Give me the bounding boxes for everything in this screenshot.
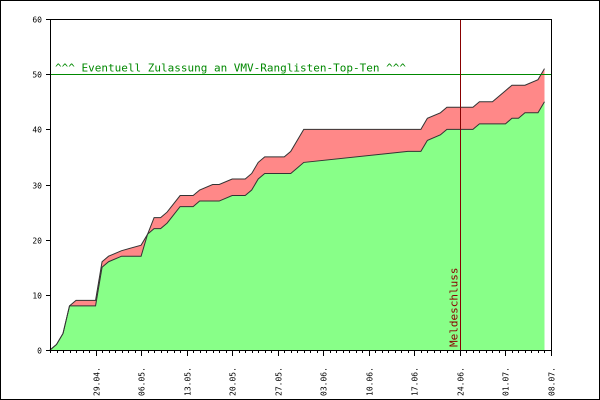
x-tick-label: 29.04. <box>93 367 102 396</box>
plot-frame <box>50 19 552 351</box>
x-tick-label: 06.05. <box>138 367 147 396</box>
marker-line-label: Meldeschluss <box>448 268 461 347</box>
reference-line-label: ^^^ Eventuell Zulassung an VMV-Rangliste… <box>55 62 406 75</box>
y-tick-label: 0 <box>37 347 42 356</box>
y-tick-label: 50 <box>32 71 42 80</box>
x-tick-label: 13.05. <box>184 367 193 396</box>
x-tick-label: 10.06. <box>366 367 375 396</box>
x-tick-label: 27.05. <box>275 367 284 396</box>
y-tick-label: 10 <box>32 292 42 301</box>
x-tick-label: 24.06. <box>457 367 466 396</box>
x-tick-label: 03.06. <box>320 367 329 396</box>
x-tick-label: 01.07. <box>502 367 511 396</box>
y-tick-label: 40 <box>32 126 42 135</box>
series-1-line <box>49 68 545 351</box>
x-tick-label: 17.06. <box>411 367 420 396</box>
x-tick-label: 08.07. <box>548 367 557 396</box>
series-0-area <box>50 101 545 350</box>
plot-area <box>49 68 545 351</box>
y-tick-label: 20 <box>32 237 42 246</box>
y-tick-label: 30 <box>32 182 42 191</box>
series-0-line <box>49 101 545 351</box>
x-tick-label: 20.05. <box>229 367 238 396</box>
y-tick-label: 60 <box>32 16 42 25</box>
axes: 0 10 20 30 40 50 60 29.04. 06.05. 13.05. 20.05. 27.… <box>32 16 556 397</box>
